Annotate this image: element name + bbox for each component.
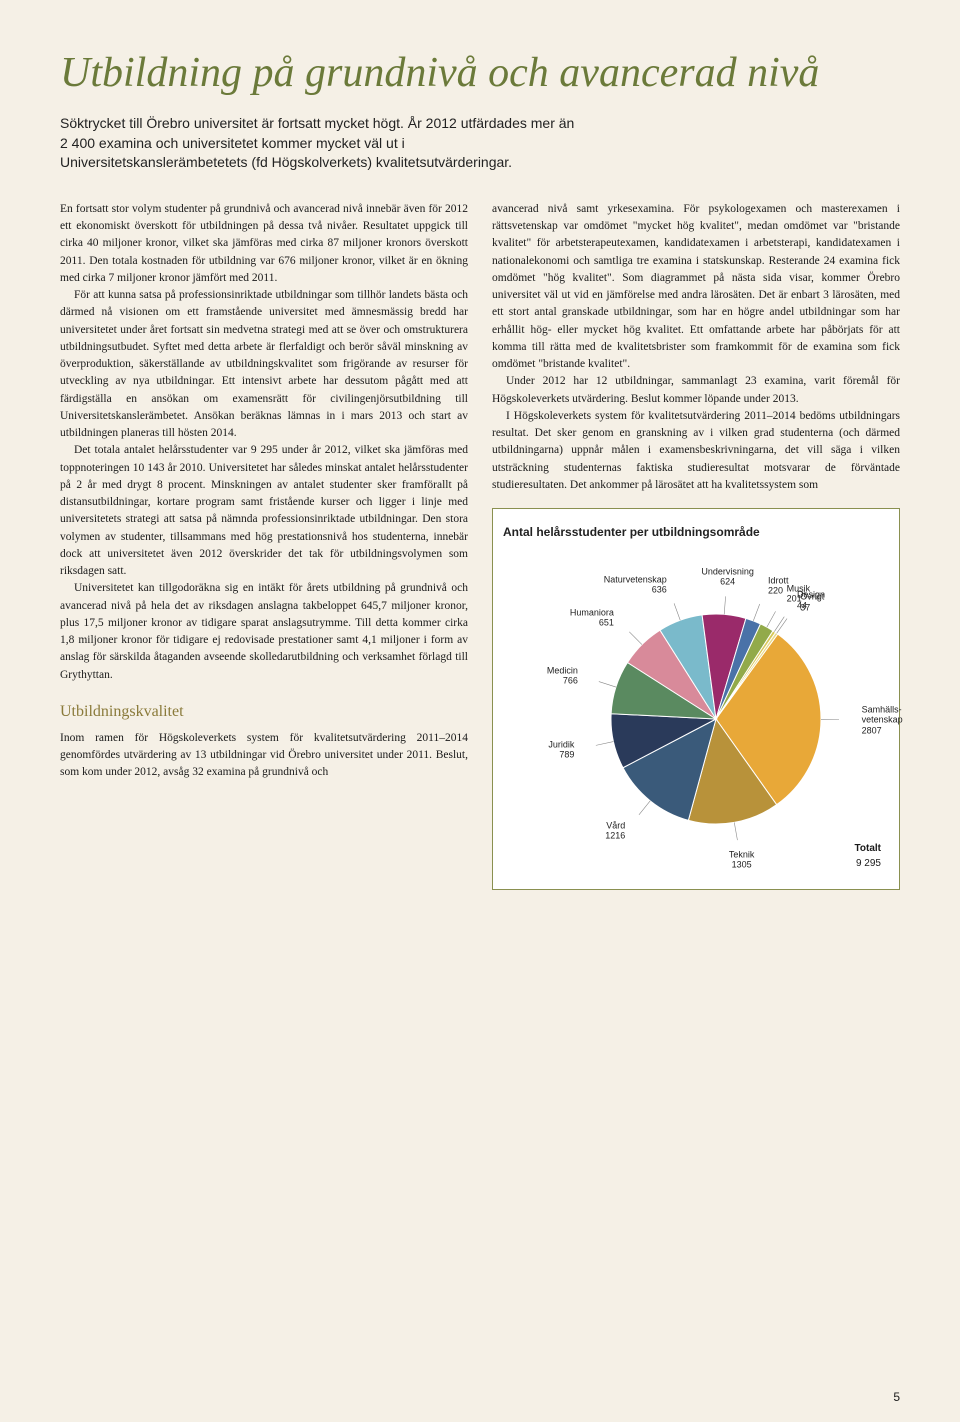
pie-slice-label: Naturvetenskap636 bbox=[604, 574, 667, 595]
page-number: 5 bbox=[893, 1390, 900, 1404]
pie-slice-label: Vård1216 bbox=[605, 820, 625, 841]
left-column: En fortsatt stor volym studenter på grun… bbox=[60, 201, 468, 890]
chart-total: Totalt 9 295 bbox=[855, 841, 881, 871]
section-heading: Utbildningskvalitet bbox=[60, 700, 468, 724]
right-column: avancerad nivå samt yrkesexamina. För ps… bbox=[492, 201, 900, 890]
body-paragraph: avancerad nivå samt yrkesexamina. För ps… bbox=[492, 201, 900, 374]
body-paragraph: Det totala antalet helårsstudenter var 9… bbox=[60, 442, 468, 580]
pie-chart: Totalt 9 295 Samhälls-vetenskap2807Tekni… bbox=[503, 549, 889, 879]
pie-chart-container: Antal helårsstudenter per utbildningsomr… bbox=[492, 508, 900, 890]
chart-total-label: Totalt bbox=[855, 843, 881, 854]
body-paragraph: Under 2012 har 12 utbildningar, sammanla… bbox=[492, 373, 900, 408]
body-paragraph: En fortsatt stor volym studenter på grun… bbox=[60, 201, 468, 287]
pie-svg bbox=[503, 549, 889, 879]
pie-slice-label: Humaniora651 bbox=[570, 607, 614, 628]
pie-slice-label: Undervisning624 bbox=[701, 566, 754, 587]
body-paragraph: För att kunna satsa på professionsinrikt… bbox=[60, 287, 468, 442]
pie-slice-label: Samhälls-vetenskap2807 bbox=[862, 705, 903, 736]
body-columns: En fortsatt stor volym studenter på grun… bbox=[60, 201, 900, 890]
chart-title: Antal helårsstudenter per utbildningsomr… bbox=[503, 523, 889, 541]
pie-slice-label: Medicin766 bbox=[547, 665, 578, 686]
pie-slice-label: Övrigt37 bbox=[800, 592, 824, 613]
body-paragraph: Inom ramen för Högskoleverkets system fö… bbox=[60, 730, 468, 782]
pie-slice-label: Juridik789 bbox=[548, 740, 574, 761]
intro-text: Söktrycket till Örebro universitet är fo… bbox=[60, 114, 580, 173]
body-paragraph: I Högskoleverkets system för kvalitetsut… bbox=[492, 408, 900, 494]
body-paragraph: Universitetet kan tillgodoräkna sig en i… bbox=[60, 580, 468, 684]
pie-slice-label: Idrott220 bbox=[768, 575, 789, 596]
page-title: Utbildning på grundnivå och avancerad ni… bbox=[60, 50, 900, 96]
chart-total-value: 9 295 bbox=[856, 858, 881, 869]
pie-slice-label: Teknik1305 bbox=[729, 850, 755, 871]
